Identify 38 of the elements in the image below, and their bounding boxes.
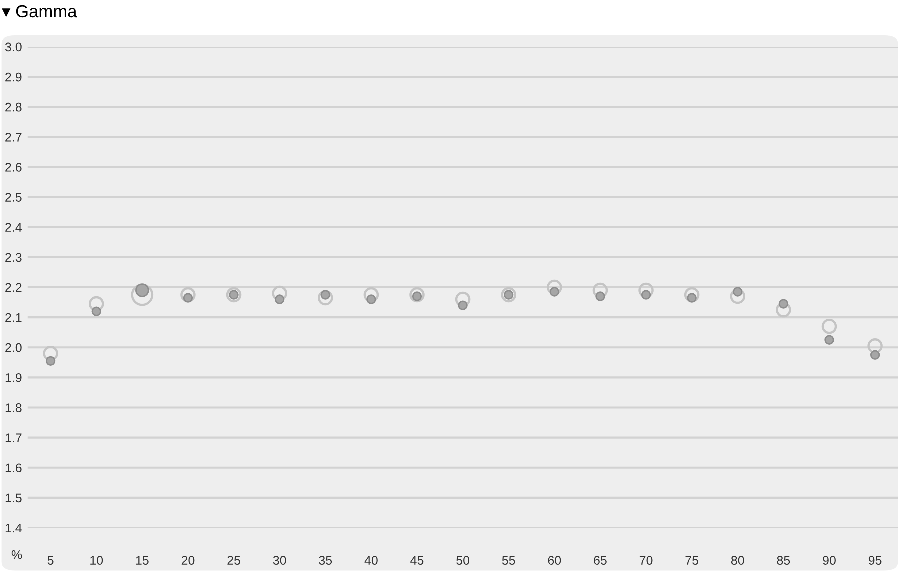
x-tick-label: 70 — [640, 556, 653, 565]
y-tick-label: 2.5 — [6, 193, 22, 202]
x-tick-label: 65 — [594, 556, 607, 565]
x-tick-label: 50 — [456, 556, 470, 565]
y-tick-label: 1.7 — [6, 434, 22, 442]
x-tick-label: 10 — [90, 556, 104, 565]
x-tick-label: 60 — [548, 556, 562, 565]
y-tick-label: 2.9 — [6, 72, 22, 82]
x-tick-label: 90 — [823, 556, 836, 565]
y-tick-label: 2.8 — [6, 102, 22, 112]
x-tick-label: 85 — [777, 556, 790, 565]
x-tick-label: 45 — [410, 556, 424, 565]
y-tick-label: 1.8 — [6, 404, 22, 412]
y-tick-label: 1.5 — [6, 494, 22, 503]
y-tick-label: 1.4 — [6, 524, 22, 533]
x-tick-label: 15 — [136, 556, 149, 565]
chart-title: ▾ Gamma — [2, 5, 78, 18]
y-tick-label: 1.6 — [6, 464, 22, 473]
x-tick-label: 95 — [868, 556, 882, 565]
x-tick-label: 5 — [48, 556, 54, 565]
x-tick-label: 75 — [686, 556, 699, 565]
x-tick-label: 20 — [182, 556, 195, 565]
x-tick-label: 30 — [273, 556, 286, 565]
y-tick-label: 2.1 — [6, 313, 22, 322]
x-tick-label: 25 — [228, 556, 240, 565]
y-tick-label: 2.3 — [6, 253, 22, 262]
x-tick-label: 80 — [731, 556, 744, 565]
x-tick-label: 55 — [502, 556, 516, 565]
y-tick-label: 2.7 — [6, 132, 22, 142]
y-tick-label: 1.9 — [6, 373, 22, 382]
y-tick-label: 2.4 — [6, 223, 22, 232]
y-tick-label: 3.0 — [5, 42, 22, 52]
y-tick-label: 2.6 — [6, 163, 22, 172]
y-tick-label: 2.2 — [6, 283, 22, 292]
x-axis-title: % — [12, 550, 22, 560]
x-tick-label: 35 — [319, 556, 332, 565]
y-tick-label: 2.0 — [6, 343, 22, 352]
x-tick-label: 40 — [364, 556, 378, 565]
